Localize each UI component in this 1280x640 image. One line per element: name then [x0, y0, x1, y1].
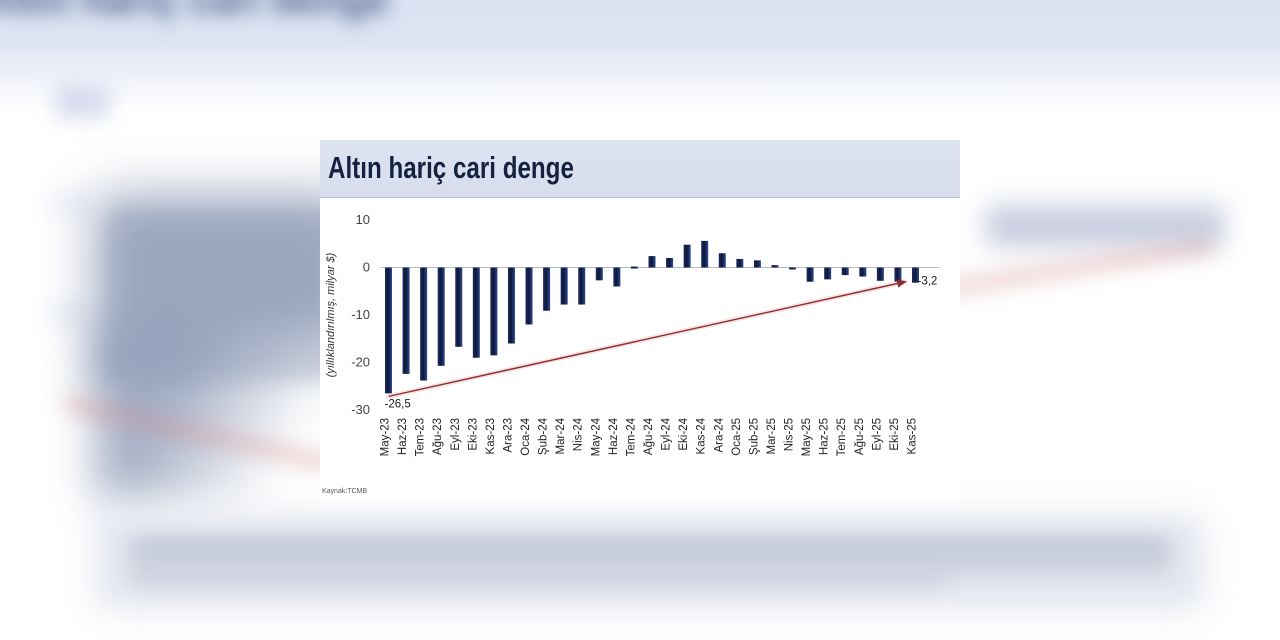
- svg-text:Ağu-24: Ağu-24: [643, 417, 655, 455]
- svg-text:10: 10: [356, 212, 370, 227]
- svg-text:Ağu-25: Ağu-25: [854, 418, 866, 455]
- svg-text:May-23: May-23: [380, 418, 392, 456]
- svg-text:-10: -10: [351, 307, 370, 322]
- svg-text:0: 0: [363, 260, 370, 275]
- svg-text:Mar-24: Mar-24: [555, 417, 567, 454]
- svg-text:Tem-24: Tem-24: [625, 417, 637, 456]
- svg-text:Haz-23: Haz-23: [397, 418, 409, 455]
- svg-text:Ara-24: Ara-24: [713, 417, 725, 452]
- svg-text:Kas-24: Kas-24: [696, 417, 708, 454]
- svg-text:Ara-23: Ara-23: [502, 418, 514, 453]
- svg-text:-20: -20: [351, 355, 370, 370]
- svg-text:Tem-23: Tem-23: [415, 418, 427, 456]
- svg-text:Şub-24: Şub-24: [538, 417, 550, 455]
- svg-text:Eyl-24: Eyl-24: [661, 417, 673, 450]
- svg-text:Kas-25: Kas-25: [907, 418, 919, 454]
- svg-text:(yıllıklandırılmış, milyar $): (yıllıklandırılmış, milyar $): [325, 252, 337, 377]
- svg-text:Kas-23: Kas-23: [485, 418, 497, 454]
- svg-text:-3,2: -3,2: [918, 276, 938, 288]
- svg-text:Nis-25: Nis-25: [784, 418, 796, 451]
- svg-text:-26,5: -26,5: [385, 398, 411, 410]
- svg-text:Tem-25: Tem-25: [836, 418, 848, 456]
- svg-text:Eyl-23: Eyl-23: [450, 418, 462, 451]
- svg-text:Oca-24: Oca-24: [520, 417, 532, 455]
- svg-text:Oca-25: Oca-25: [731, 418, 743, 456]
- svg-text:May-25: May-25: [801, 418, 813, 456]
- svg-text:Eki-24: Eki-24: [678, 417, 690, 450]
- svg-text:Nis-24: Nis-24: [573, 417, 585, 451]
- svg-text:Şub-25: Şub-25: [748, 418, 760, 455]
- svg-text:-30: -30: [351, 402, 370, 417]
- svg-text:Haz-25: Haz-25: [819, 418, 831, 455]
- svg-text:Eyl-25: Eyl-25: [871, 418, 883, 451]
- svg-text:Ağu-23: Ağu-23: [432, 418, 444, 455]
- svg-text:Eki-23: Eki-23: [467, 418, 479, 451]
- svg-text:Haz-24: Haz-24: [608, 417, 620, 455]
- svg-text:May-24: May-24: [590, 417, 602, 456]
- svg-text:Mar-25: Mar-25: [766, 418, 778, 454]
- svg-text:Eki-25: Eki-25: [889, 418, 901, 451]
